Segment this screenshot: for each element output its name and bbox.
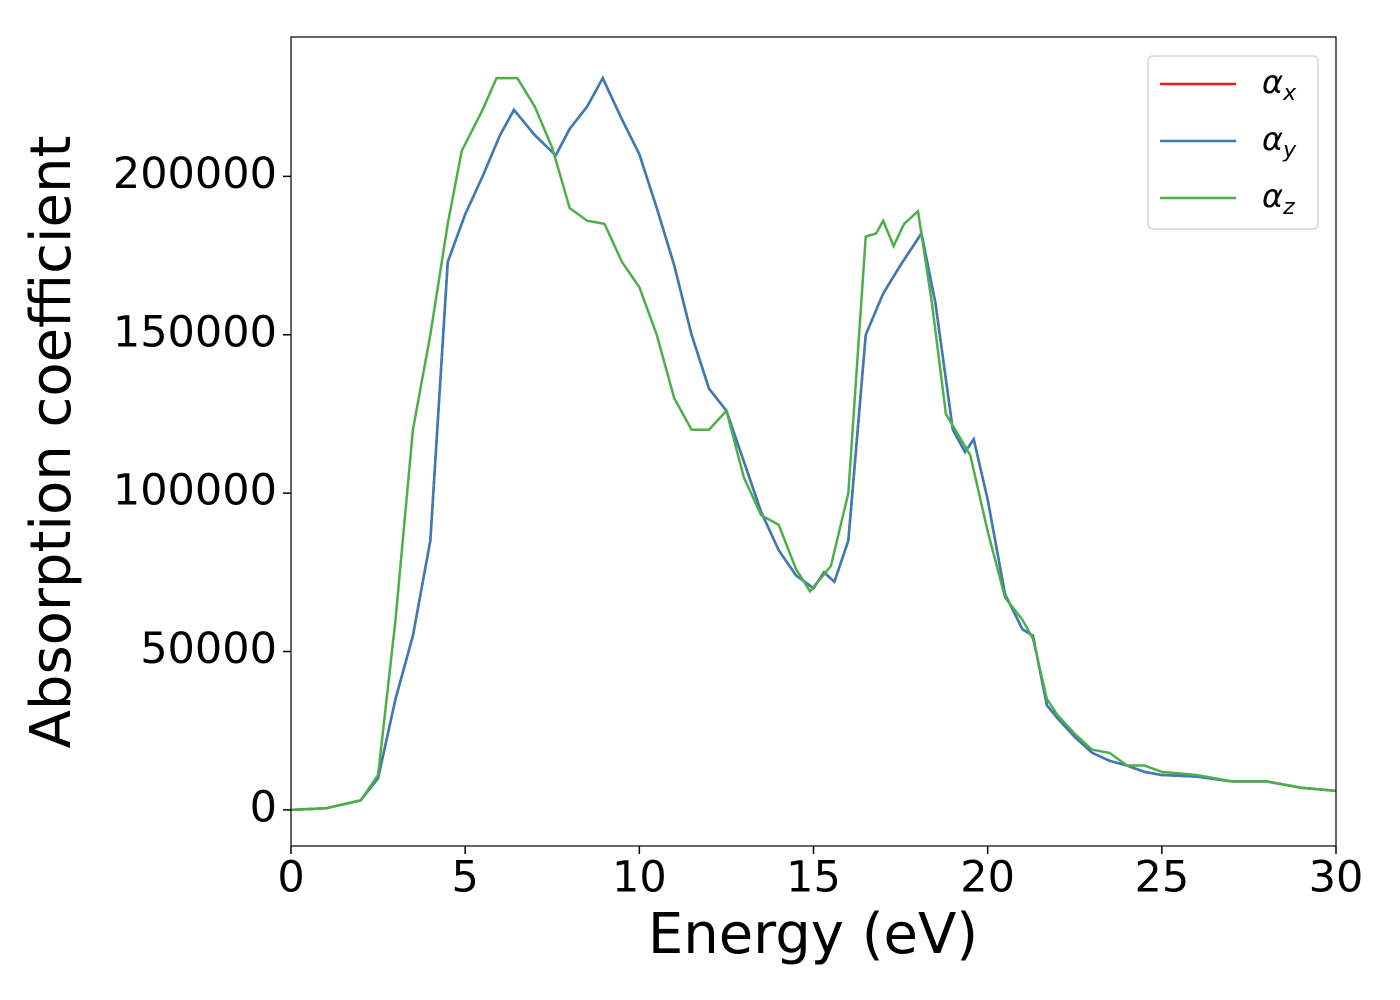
legend-label: αx xyxy=(1262,63,1297,106)
y-tick-label: 200000 xyxy=(113,149,277,199)
y-tick-label: 100000 xyxy=(113,466,277,516)
legend-box xyxy=(1147,55,1319,230)
x-tick-label: 30 xyxy=(1309,853,1364,903)
x-tick-label: 10 xyxy=(612,853,667,903)
y-tick-label: 0 xyxy=(250,782,277,832)
y-tick-label: 50000 xyxy=(140,624,277,674)
x-tick-label: 0 xyxy=(277,853,304,903)
y-tick-label: 150000 xyxy=(113,307,277,357)
y-axis-label: Absorption coefficient xyxy=(19,136,84,749)
x-tick-label: 5 xyxy=(451,853,478,903)
line xyxy=(290,76,1337,812)
x-tick-label: 15 xyxy=(786,853,841,903)
x-tick-label: 20 xyxy=(960,853,1015,903)
legend-label: αy xyxy=(1262,120,1297,163)
x-tick-label: 25 xyxy=(1134,853,1189,903)
plot-frame xyxy=(290,36,1337,847)
x-axis-label: Energy (eV) xyxy=(648,902,978,967)
